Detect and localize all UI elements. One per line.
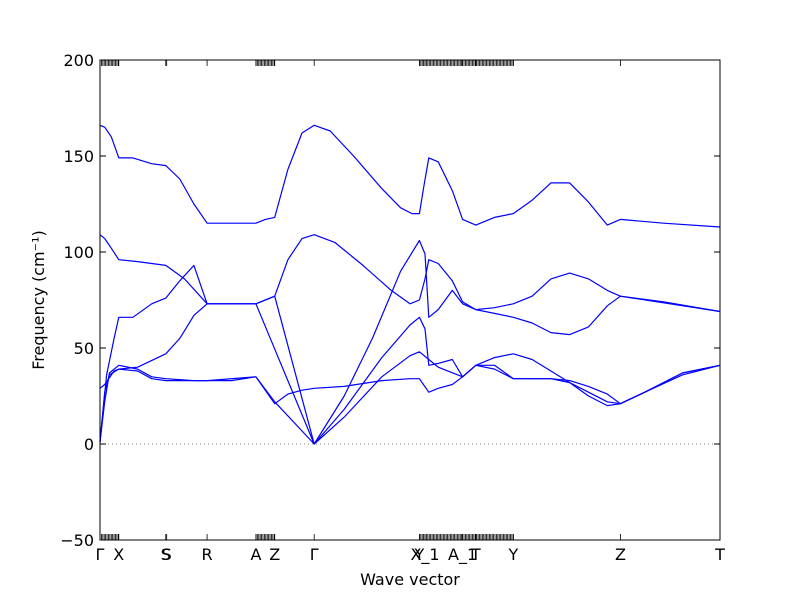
y-axis-label: Frequency (cm⁻¹) [29, 230, 48, 369]
x-tick-label: X_1 [410, 545, 439, 565]
x-tick-label: T [714, 545, 725, 564]
band-line-4 [99, 303, 721, 445]
x-tick-label: X [113, 545, 124, 564]
band-line-6 [99, 364, 721, 405]
y-tick-label: 200 [63, 51, 94, 70]
band-line-2 [99, 234, 721, 313]
x-tick-labels: Γ X SS R A Z Γ YX_1 A_1T Y Z T [96, 545, 726, 565]
band-line-5 [99, 351, 721, 445]
x-tick-label: A [250, 545, 261, 564]
y-tick-label: 100 [63, 243, 94, 262]
axis-ticks [99, 59, 721, 541]
x-tick-label: S [162, 545, 172, 564]
x-tick-label: Z [269, 545, 280, 564]
band-line-1 [99, 124, 721, 228]
x-tick-label: R [202, 545, 213, 564]
y-tick-label: 150 [63, 147, 94, 166]
x-tick-label: A_1 [448, 545, 477, 565]
y-tick-labels: −50 0 50 100 150 200 [60, 51, 94, 550]
y-tick-label: 50 [74, 339, 94, 358]
band-lines [99, 124, 721, 445]
x-tick-label: Γ [310, 545, 319, 564]
x-tick-label: Y [414, 545, 425, 564]
y-tick-label: 0 [84, 435, 94, 454]
x-tick-label: Y [507, 545, 518, 564]
x-axis-label: Wave vector [360, 570, 460, 589]
x-tick-label: Z [615, 545, 626, 564]
y-tick-label: −50 [60, 531, 94, 550]
x-tick-label: S [161, 545, 171, 564]
band-line-3 [99, 239, 721, 445]
x-tick-label: Γ [96, 545, 105, 564]
x-tick-label: T [470, 545, 481, 564]
plot-frame [99, 59, 721, 541]
